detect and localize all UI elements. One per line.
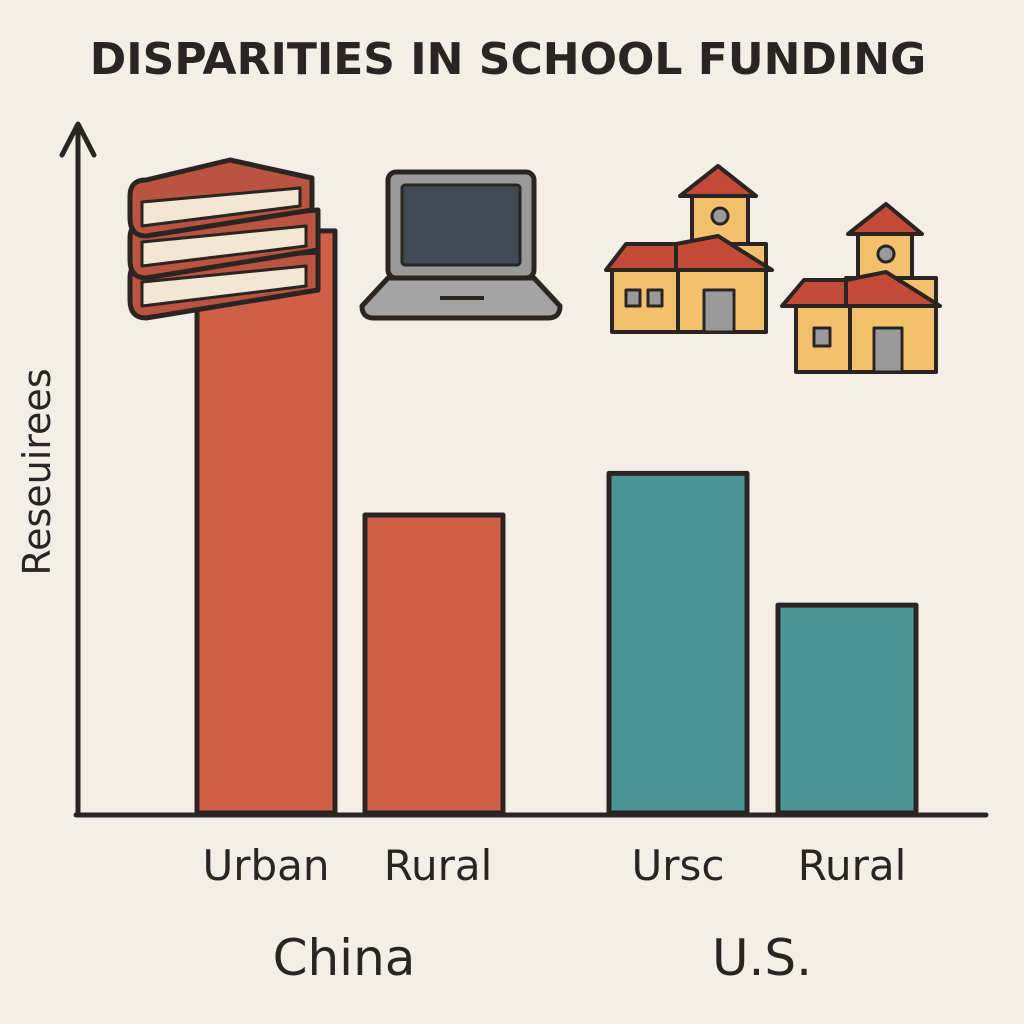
group-label-us: U.S. bbox=[712, 929, 812, 987]
bar-china-rural bbox=[362, 512, 506, 816]
y-axis-label: Reseuirees bbox=[15, 368, 59, 575]
y-axis-arrow-icon bbox=[59, 121, 97, 158]
books-icon bbox=[127, 157, 321, 321]
bar-china-urban bbox=[194, 228, 338, 816]
tick-label-china-urban: Urban bbox=[202, 841, 329, 890]
tick-label-us-rural: Rural bbox=[798, 841, 907, 890]
bar-us-rural bbox=[775, 602, 919, 816]
bar-us-ursc bbox=[606, 470, 750, 816]
small-school-building-icon bbox=[780, 202, 942, 374]
bars bbox=[194, 228, 919, 816]
group-label-china: China bbox=[273, 929, 416, 987]
tick-label-china-rural: Rural bbox=[384, 841, 493, 890]
group-labels: China U.S. bbox=[273, 929, 812, 987]
tick-label-us-ursc: Ursc bbox=[632, 841, 725, 890]
chart-title: DISPARITIES IN SCHOOL FUNDING bbox=[90, 34, 926, 85]
category-labels: Urban Rural Ursc Rural bbox=[202, 841, 906, 890]
school-building-icon bbox=[604, 164, 774, 334]
laptop-icon bbox=[359, 169, 563, 321]
